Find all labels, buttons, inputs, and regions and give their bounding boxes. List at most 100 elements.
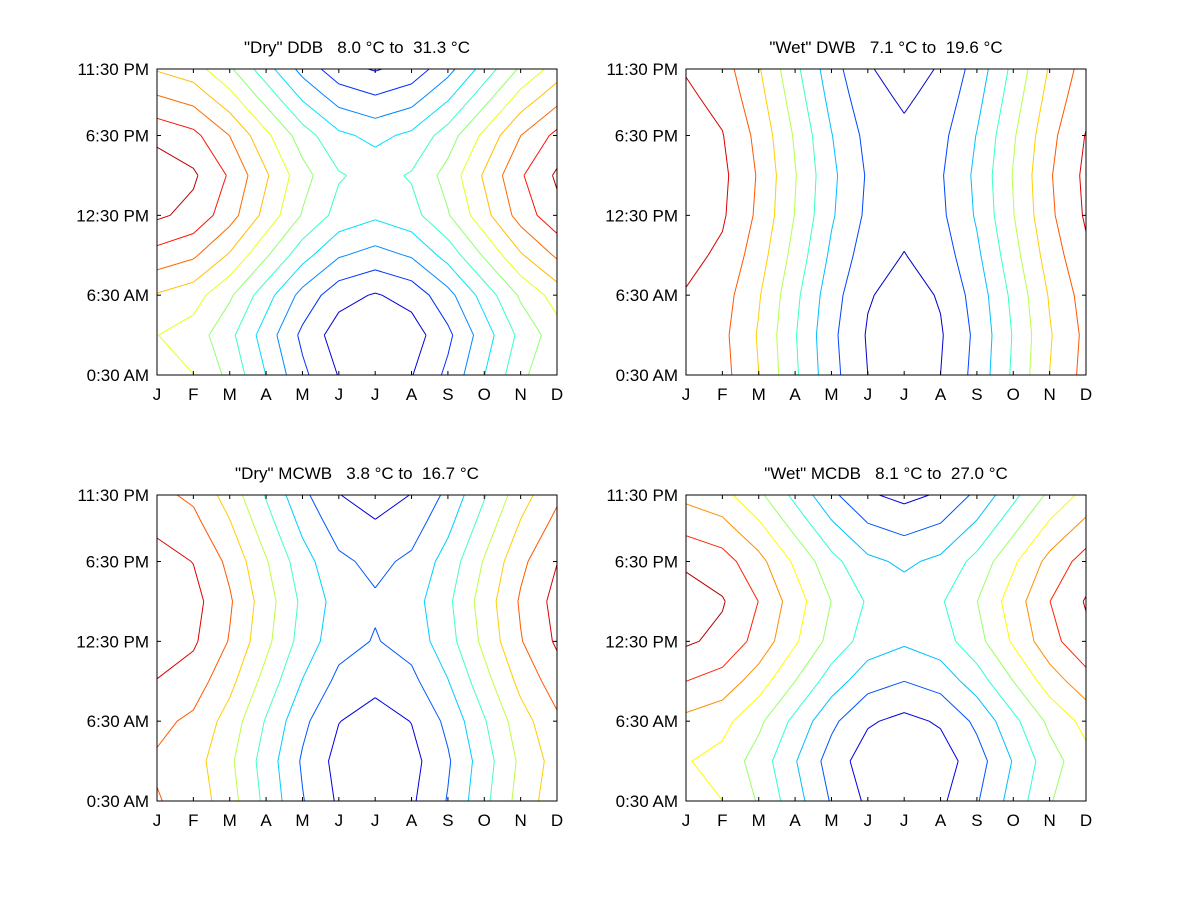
x-tick-label: F xyxy=(717,811,727,830)
x-tick-label: M xyxy=(824,385,838,404)
contour-line xyxy=(297,68,454,376)
x-tick-label: J xyxy=(682,811,691,830)
x-tick-label: J xyxy=(900,385,909,404)
x-tick-label: N xyxy=(514,385,526,404)
y-tick-label: 11:30 PM xyxy=(77,486,149,505)
contour-line xyxy=(255,494,495,802)
contour-line xyxy=(728,68,1080,376)
x-tick-label: O xyxy=(478,385,491,404)
x-tick-label: J xyxy=(153,811,162,830)
axes-box xyxy=(685,494,1087,802)
contour-line xyxy=(299,494,452,802)
x-tick-label: S xyxy=(971,385,982,404)
contour-line xyxy=(233,494,517,802)
y-tick-label: 11:30 PM xyxy=(606,486,678,505)
y-tick-label: 6:30 AM xyxy=(87,286,149,305)
contour-line xyxy=(156,70,558,294)
x-tick-label: A xyxy=(260,385,272,404)
contour-line xyxy=(156,94,558,271)
panel-title: "Dry" MCWB 3.8 °C to 16.7 °C xyxy=(235,464,479,483)
x-tick-label: J xyxy=(900,811,909,830)
y-tick-label: 0:30 AM xyxy=(616,366,678,385)
contour-line xyxy=(743,494,1065,802)
x-tick-label: M xyxy=(752,811,766,830)
x-tick-label: J xyxy=(153,385,162,404)
contour-line xyxy=(815,68,993,376)
contour-panel: J F M A M J J A S O N D 0:30 AM 6:30 AM 12:30 PM 6:30 P… xyxy=(76,464,563,830)
y-tick-label: 6:30 AM xyxy=(87,712,149,731)
x-tick-label: J xyxy=(335,811,344,830)
contour-line xyxy=(156,146,558,221)
y-tick-label: 11:30 PM xyxy=(77,60,149,79)
axes-box xyxy=(156,68,558,376)
contour-line xyxy=(234,68,516,376)
x-tick-label: F xyxy=(717,385,727,404)
x-tick-label: D xyxy=(551,385,563,404)
contour-line xyxy=(156,537,558,680)
y-tick-label: 0:30 AM xyxy=(616,792,678,811)
contour-line xyxy=(205,494,545,802)
x-tick-label: J xyxy=(864,811,873,830)
x-tick-label: M xyxy=(752,385,766,404)
x-tick-label: O xyxy=(1007,385,1020,404)
x-tick-label: J xyxy=(864,385,873,404)
x-tick-label: S xyxy=(971,811,982,830)
panel-title: "Wet" MCDB 8.1 °C to 27.0 °C xyxy=(764,464,1008,483)
x-tick-label: F xyxy=(188,811,198,830)
x-tick-label: D xyxy=(1080,811,1092,830)
x-tick-label: A xyxy=(406,385,418,404)
x-tick-label: O xyxy=(1007,811,1020,830)
y-tick-label: 12:30 PM xyxy=(76,206,149,225)
y-tick-label: 6:30 PM xyxy=(86,553,149,572)
y-tick-label: 12:30 PM xyxy=(76,632,149,651)
y-tick-label: 6:30 PM xyxy=(615,127,678,146)
contour-line xyxy=(156,117,558,247)
contour-line xyxy=(255,68,495,376)
contour-line xyxy=(277,494,473,802)
x-tick-label: M xyxy=(824,811,838,830)
x-tick-label: F xyxy=(188,385,198,404)
x-tick-label: A xyxy=(260,811,272,830)
contour-panel: J F M A M J J A S O N D 0:30 AM 6:30 AM 12:30 PM 6:30 P… xyxy=(76,38,563,404)
panel-title: "Dry" DDB 8.0 °C to 31.3 °C xyxy=(244,38,470,57)
contour-line xyxy=(156,494,558,802)
x-tick-label: O xyxy=(478,811,491,830)
x-tick-label: J xyxy=(371,811,380,830)
x-tick-label: S xyxy=(442,811,453,830)
y-tick-label: 11:30 PM xyxy=(606,60,678,79)
contour-line xyxy=(685,76,1087,288)
contour-line xyxy=(837,68,971,376)
contour-panel: J F M A M J J A S O N D 0:30 AM 6:30 AM 12:30 PM 6:30 P… xyxy=(605,464,1092,830)
contour-line xyxy=(849,494,959,802)
contour-line xyxy=(755,68,1053,376)
x-tick-label: N xyxy=(514,811,526,830)
y-tick-label: 6:30 PM xyxy=(86,127,149,146)
y-tick-label: 6:30 PM xyxy=(615,553,678,572)
x-tick-label: D xyxy=(551,811,563,830)
y-tick-label: 12:30 PM xyxy=(605,206,678,225)
x-tick-label: M xyxy=(223,811,237,830)
x-tick-label: A xyxy=(406,811,418,830)
contour-line xyxy=(776,68,1033,376)
contour-line xyxy=(685,503,1087,714)
x-tick-label: A xyxy=(935,811,947,830)
y-tick-label: 6:30 AM xyxy=(616,712,678,731)
contour-line xyxy=(691,494,1087,802)
x-tick-label: M xyxy=(295,385,309,404)
contour-line xyxy=(796,68,1013,376)
axes-box xyxy=(685,68,1087,376)
x-tick-label: D xyxy=(1080,385,1092,404)
y-tick-label: 6:30 AM xyxy=(616,286,678,305)
panel-title: "Wet" DWB 7.1 °C to 19.6 °C xyxy=(769,38,1002,57)
contour-panel: J F M A M J J A S O N D 0:30 AM 6:30 AM 12:30 PM 6:30 P… xyxy=(605,38,1092,404)
x-tick-label: N xyxy=(1043,811,1055,830)
x-tick-label: A xyxy=(935,385,947,404)
contour-line xyxy=(328,494,423,802)
contour-line xyxy=(323,68,427,376)
x-tick-label: M xyxy=(295,811,309,830)
x-tick-label: J xyxy=(682,385,691,404)
contour-line xyxy=(276,68,474,376)
x-tick-label: A xyxy=(789,385,801,404)
contour-line xyxy=(158,68,558,376)
